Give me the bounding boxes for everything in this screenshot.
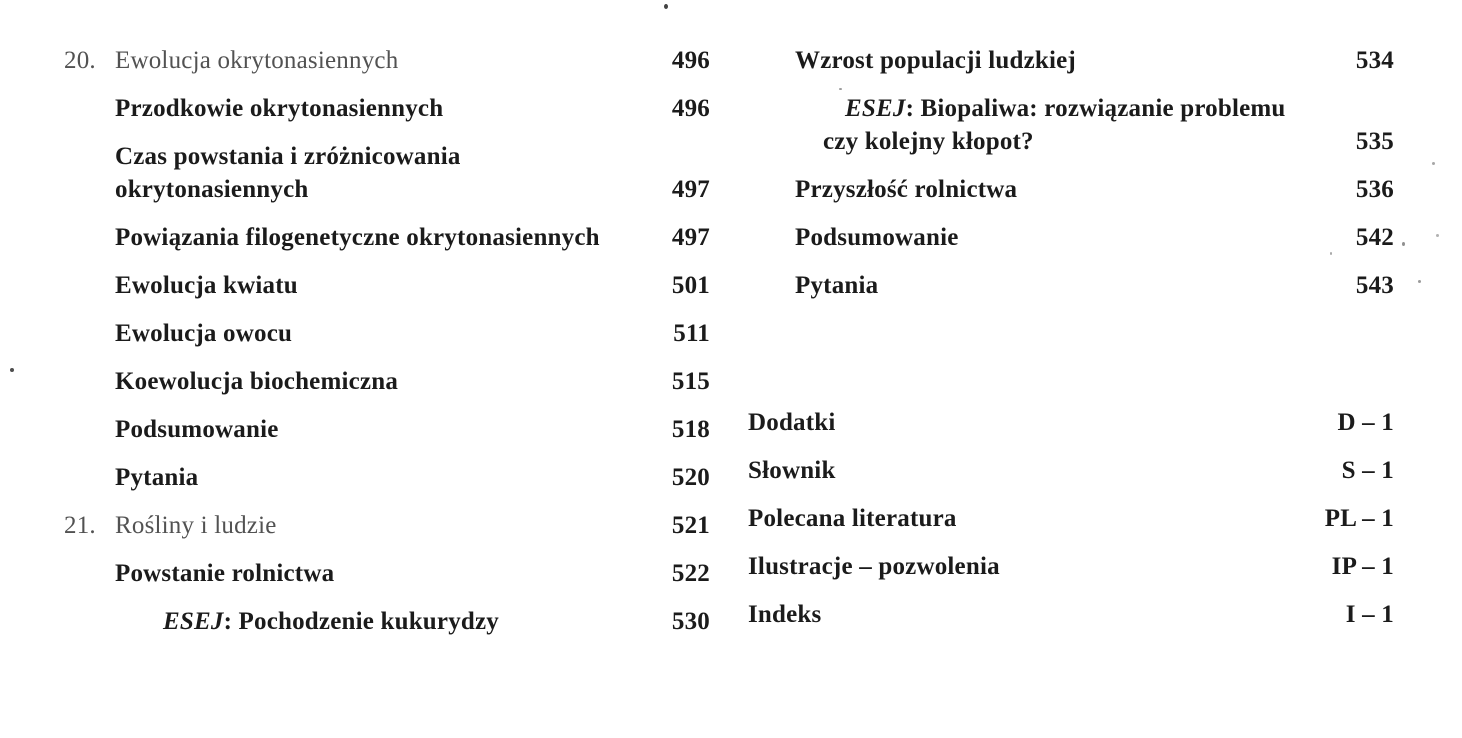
entry-title: Dodatki [748,409,836,436]
entry-title: Przyszłość rolnictwa [795,176,1018,203]
scan-speck [1432,162,1435,165]
entry-page-number: 534 [1355,47,1394,74]
entry-page-number: 496 [671,47,710,74]
entry-title: Powstanie rolnictwa [115,560,335,587]
toc-entry-backmatter: Polecana literatura PL – 1 [748,502,1394,535]
entry-page-number: 511 [673,320,710,347]
toc-entry-backmatter: Słownik S – 1 [748,454,1394,487]
toc-entry-section: Koewolucja biochemiczna 515 [64,365,710,398]
chapter-number: 21. [64,512,96,539]
toc-entry-section: Ewolucja owocu 511 [64,317,710,350]
entry-title-line2: czy kolejny kłopot? [823,128,1034,155]
toc-entry-section: Wzrost populacji ludzkiej 534 [748,44,1394,77]
entry-page-number: 543 [1355,272,1394,299]
scan-speck [1418,280,1421,283]
toc-entry-backmatter: Dodatki D – 1 [748,406,1394,439]
toc-entry-section: Podsumowanie 542 [748,221,1394,254]
toc-entry-section: Podsumowanie 518 [64,413,710,446]
entry-title: Czas powstania i zróżnicowania okrytonas… [64,140,662,206]
entry-page-number: 522 [671,560,710,587]
entry-title: ESEJ: Pochodzenie kukurydzy [64,605,662,638]
entry-page-number: D – 1 [1337,409,1394,436]
entry-page-number: 497 [671,224,710,251]
entry-title: Przodkowie okrytonasiennych [115,95,444,122]
chapter-number: 20. [64,47,96,74]
scan-speck [1330,252,1332,255]
toc-entry-section: Czas powstania i zróżnicowania okrytonas… [64,140,710,206]
toc-entry-backmatter: Indeks I – 1 [748,598,1394,631]
entry-title-line1: Czas powstania i zróżnicowania [115,143,461,170]
toc-entry-section: Powiązania filogenetyczne okrytonasienny… [64,221,710,254]
entry-title: Pytania [795,272,879,299]
toc-entry-section: Ewolucja kwiatu 501 [64,269,710,302]
essay-label: ESEJ [163,608,224,635]
toc-entry-chapter-20: 20. Ewolucja okrytonasiennych 496 [64,44,710,77]
entry-page-number: I – 1 [1345,601,1394,628]
entry-title: Ewolucja okrytonasiennych [115,47,399,74]
toc-entry-section: Pytania 543 [748,269,1394,302]
essay-title: : Biopaliwa: rozwiązanie problemu [905,95,1286,122]
entry-title: Podsumowanie [115,416,279,443]
entry-title: Podsumowanie [795,224,959,251]
toc-entry-backmatter: Ilustracje – pozwolenia IP – 1 [748,550,1394,583]
entry-page-number: 520 [671,464,710,491]
scan-speck [1402,242,1405,246]
entry-title: ESEJ: Biopaliwa: rozwiązanie problemu cz… [748,92,1346,158]
entry-title: Ewolucja owocu [115,320,293,347]
entry-title: Słownik [748,457,836,484]
toc-entry-section: Pytania 520 [64,461,710,494]
entry-page-number: 518 [671,416,710,443]
entry-title: Ilustracje – pozwolenia [748,553,1000,580]
scan-speck [839,88,842,90]
entry-title: Koewolucja biochemiczna [115,368,399,395]
toc-entry-section: Powstanie rolnictwa 522 [64,557,710,590]
entry-page-number: 496 [671,95,710,122]
toc-entry-essay: ESEJ: Pochodzenie kukurydzy 530 [64,605,710,638]
entry-page-number: S – 1 [1341,457,1394,484]
entry-page-number: 515 [671,368,710,395]
entry-title: Polecana literatura [748,505,957,532]
entry-title-line2: okrytonasiennych [115,176,309,203]
entry-page-number: 521 [671,512,710,539]
entry-page-number: 542 [1355,224,1394,251]
entry-title: Wzrost populacji ludzkiej [795,47,1076,74]
entry-title: Pytania [115,464,199,491]
scan-speck [1436,234,1439,237]
entry-page-number: 536 [1355,176,1394,203]
entry-title: Indeks [748,601,822,628]
essay-label: ESEJ [845,95,906,122]
toc-entry-section: Przyszłość rolnictwa 536 [748,173,1394,206]
scan-speck [664,4,668,9]
toc-column-left: 20. Ewolucja okrytonasiennych 496 Przodk… [64,44,710,653]
toc-entry-chapter-21: 21. Rośliny i ludzie 521 [64,509,710,542]
toc-entry-essay: ESEJ: Biopaliwa: rozwiązanie problemu cz… [748,92,1394,158]
entry-title-line1: ESEJ: Biopaliwa: rozwiązanie problemu [845,92,1346,125]
entry-page-number: 501 [671,272,710,299]
entry-page-number: 530 [671,608,710,635]
entry-page-number: PL – 1 [1324,505,1394,532]
essay-title: : Pochodzenie kukurydzy [223,608,500,635]
toc-entry-section: Przodkowie okrytonasiennych 496 [64,92,710,125]
entry-title: Powiązania filogenetyczne okrytonasienny… [115,224,600,251]
entry-page-number: 535 [1355,128,1394,155]
entry-page-number: IP – 1 [1331,553,1394,580]
entry-title: Ewolucja kwiatu [115,272,298,299]
entry-page-number: 497 [671,176,710,203]
entry-title: Rośliny i ludzie [115,512,277,539]
scan-speck [10,368,14,372]
toc-column-right: Wzrost populacji ludzkiej 534 ESEJ: Biop… [748,44,1394,646]
